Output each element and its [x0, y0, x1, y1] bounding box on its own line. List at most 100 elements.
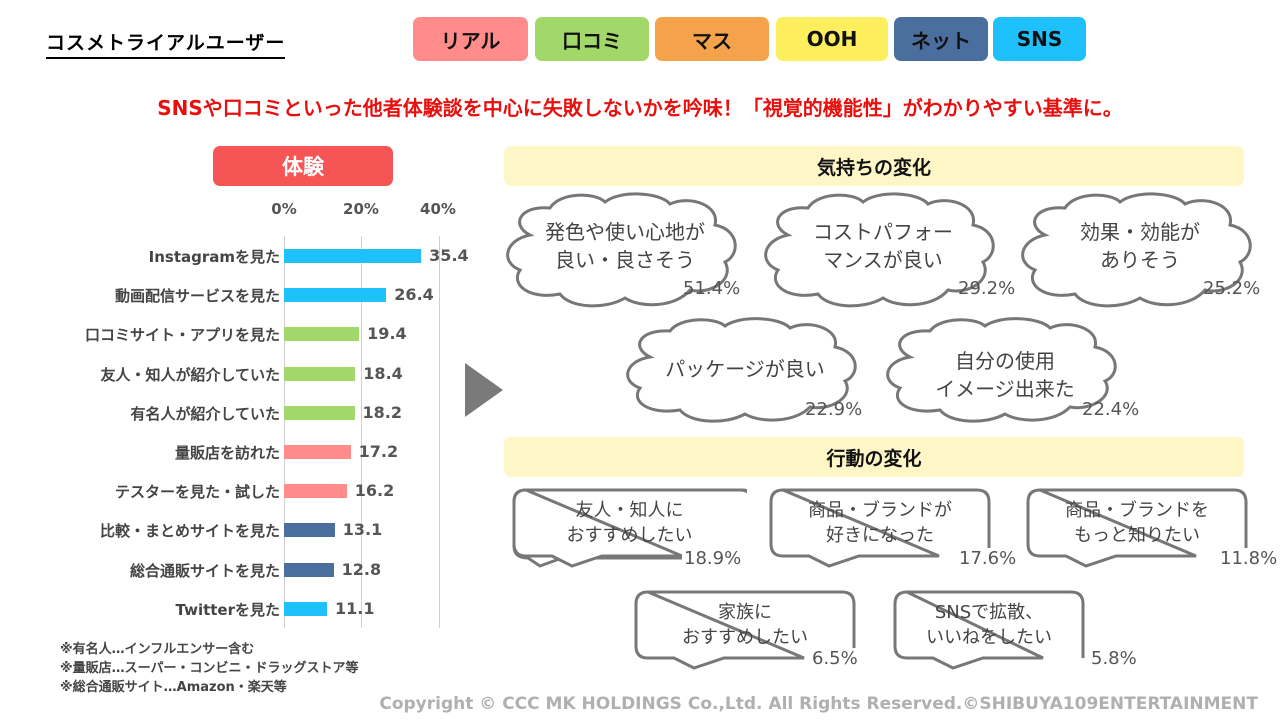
legend-sns: SNS	[993, 17, 1086, 61]
action-pct-5: 5.8%	[1089, 648, 1139, 669]
feeling-text-3a: 効果・効能が	[1080, 220, 1200, 244]
bar-value: 13.1	[342, 520, 383, 540]
bar-label: 友人・知人が紹介していた	[100, 365, 280, 384]
feeling-cloud-4: パッケージが良い 22.9%	[620, 315, 870, 425]
bar-label: テスターを見た・試した	[114, 483, 280, 502]
bar-label: Instagramを見た	[148, 248, 280, 266]
cloud-shape-icon	[506, 192, 737, 308]
action-bubble-5: SNSで拡散、 いいねをしたい 5.8%	[893, 590, 1139, 680]
feeling-text-2a: コストパフォー	[813, 220, 953, 244]
action-text-1b: おすすめしたい	[566, 525, 693, 546]
bar-value: 11.1	[335, 598, 375, 618]
feeling-cloud-3: 効果・効能が ありそう 25.2%	[1015, 190, 1265, 310]
action-text-3a: 商品・ブランドを	[1065, 500, 1209, 521]
action-text-4a: 家族に	[718, 602, 772, 623]
feeling-text-1b: 良い・良さそう	[555, 248, 695, 272]
arrow-right-icon	[465, 363, 503, 417]
feeling-text-3b: ありそう	[1100, 248, 1180, 272]
action-bubble-1: 友人・知人に おすすめしたい 18.9%	[512, 488, 747, 578]
bar	[284, 327, 360, 342]
bar	[284, 601, 327, 616]
bar-value: 17.2	[358, 442, 399, 461]
bar	[284, 562, 334, 577]
bar-value: 35.4	[429, 246, 469, 265]
bar-value: 26.4	[394, 285, 434, 305]
feeling-pct-3: 25.2%	[1203, 278, 1261, 299]
feeling-pct-1: 51.4%	[683, 278, 741, 299]
bar	[284, 523, 335, 538]
action-text-5b: いいねをしたい	[926, 627, 1052, 648]
note-celebrity: ※有名人…インフルエンサー含む	[60, 642, 255, 657]
bar	[284, 445, 351, 459]
x-tick-20: 20%	[343, 200, 379, 218]
cloud-shape-icon	[626, 317, 857, 423]
speech-bubble-icon	[634, 590, 856, 670]
speech-bubble-icon	[512, 488, 747, 568]
bar-value: 12.8	[341, 559, 382, 579]
note-mass-retailer: ※量販店…スーパー・コンビニ・ドラッグストア等	[60, 661, 359, 676]
feeling-text-1a: 発色や使い心地が	[545, 220, 705, 244]
bar-value: 19.4	[367, 324, 407, 344]
bar-value: 18.2	[362, 402, 402, 422]
headline: SNSや口コミといった他者体験談を中心に失敗しないかを吟味！「視覚的機能性」がわ…	[157, 96, 1123, 120]
feeling-pct-2: 29.2%	[958, 278, 1016, 299]
bar-label: 比較・まとめサイトを見た	[99, 522, 280, 541]
cloud-shape-icon	[1021, 192, 1252, 308]
feeling-pct-4: 22.9%	[805, 399, 863, 420]
x-tick-40: 40%	[420, 200, 456, 218]
copyright: Copyright © CCC MK HOLDINGS Co.,Ltd. All…	[379, 694, 1258, 714]
bar-value: 18.4	[363, 363, 403, 383]
action-pct-3: 11.8%	[1218, 548, 1280, 569]
bar-label: 総合通販サイトを見た	[129, 561, 280, 580]
cloud-shape-icon	[886, 317, 1117, 423]
bar-value: 16.2	[354, 481, 395, 501]
feelings-title: 気持ちの変化	[504, 146, 1244, 186]
gridline-40	[439, 236, 440, 628]
action-bubble-4: 家族に おすすめしたい 6.5%	[634, 590, 864, 680]
action-text-5a: SNSで拡散、	[934, 602, 1044, 623]
feeling-text-5a: 自分の使用	[955, 349, 1055, 373]
page-title: コスメトライアルユーザー	[46, 28, 286, 59]
action-text-4b: おすすめしたい	[682, 627, 808, 648]
gridline-0	[284, 236, 285, 628]
bar	[284, 405, 355, 420]
action-pct-2: 17.6%	[957, 548, 1019, 569]
bar	[284, 288, 387, 303]
speech-bubble-icon	[1026, 488, 1248, 568]
feeling-pct-5: 22.4%	[1082, 399, 1140, 420]
bar-label: 有名人が紹介していた	[130, 404, 280, 423]
actions-title: 行動の変化	[504, 437, 1244, 477]
legend-kuchikomi: 口コミ	[535, 17, 649, 61]
action-text-2b: 好きになった	[826, 525, 934, 546]
feeling-text-2b: マンスが良い	[823, 248, 943, 272]
bar	[284, 484, 347, 499]
cloud-shape-icon	[764, 192, 995, 308]
action-pct-1: 18.9%	[682, 548, 744, 569]
action-bubble-3: 商品・ブランドを もっと知りたい 11.8%	[1026, 488, 1280, 578]
bar-label: 動画配信サービスを見た	[114, 287, 280, 306]
legend-mass: マス	[655, 17, 769, 61]
feeling-text-5b: イメージ出来た	[935, 377, 1075, 401]
feeling-cloud-1: 発色や使い心地が 良い・良さそう 51.4%	[500, 190, 750, 310]
experience-title: 体験	[213, 146, 393, 186]
bar-label: 口コミサイト・アプリを見た	[84, 326, 280, 345]
speech-bubble-icon	[893, 590, 1085, 670]
x-tick-0: 0%	[271, 200, 297, 218]
feeling-text-4a: パッケージが良い	[665, 357, 825, 381]
feeling-cloud-2: コストパフォー マンスが良い 29.2%	[758, 190, 1015, 310]
legend-net: ネット	[894, 17, 988, 61]
legend-real: リアル	[413, 17, 528, 61]
bar-label: Twitterを見た	[175, 600, 281, 619]
action-text-2a: 商品・ブランドが	[808, 500, 952, 521]
action-pct-4: 6.5%	[810, 648, 860, 669]
action-text-1a: 友人・知人に	[575, 500, 684, 521]
gridline-20	[361, 236, 362, 628]
bar	[284, 366, 356, 381]
legend-ooh: OOH	[776, 17, 888, 61]
speech-bubble-icon	[769, 488, 991, 568]
action-bubble-2: 商品・ブランドが 好きになった 17.6%	[769, 488, 1019, 578]
bar	[284, 249, 422, 263]
action-text-3b: もっと知りたい	[1074, 525, 1200, 546]
feeling-cloud-5: 自分の使用 イメージ出来た 22.4%	[880, 315, 1139, 425]
note-ec-site: ※総合通販サイト…Amazon・楽天等	[60, 680, 287, 695]
